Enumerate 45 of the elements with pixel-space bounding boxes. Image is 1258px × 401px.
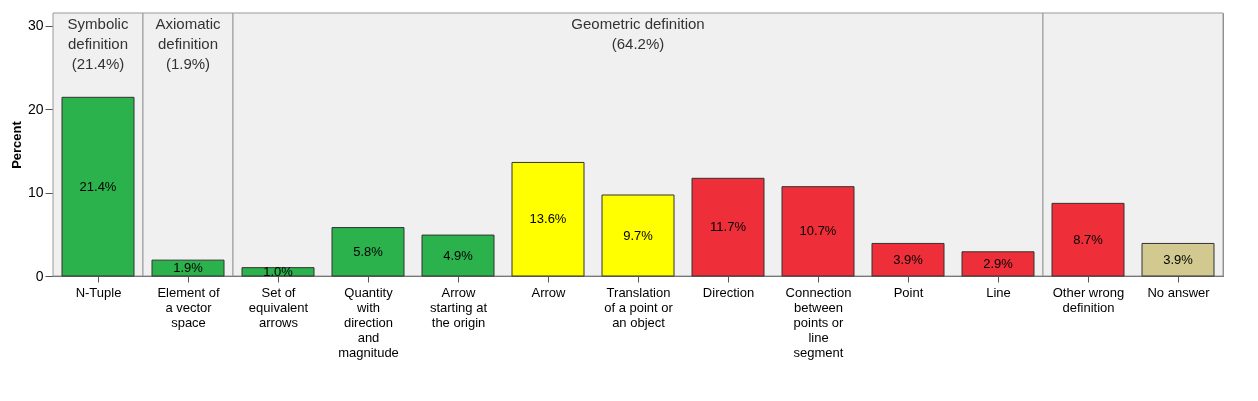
- bar: [421, 234, 495, 277]
- x-tick-label: Other wrong definition: [1052, 284, 1125, 315]
- data-label: 3.9%: [1163, 251, 1194, 267]
- bar: [511, 161, 585, 277]
- y-tick-label: 10: [27, 184, 44, 201]
- y-tick-label: 30: [27, 17, 44, 34]
- x-tick-label: Translation of a point or an object: [604, 284, 674, 330]
- x-tick-label: N-Tuple: [75, 284, 122, 300]
- data-label: 3.9%: [893, 251, 924, 267]
- x-tick-label: Point: [893, 284, 924, 300]
- data-label: 5.8%: [353, 243, 384, 259]
- data-label: 2.9%: [983, 255, 1014, 271]
- bar: [151, 259, 225, 277]
- x-tick-label: Element of a vector space: [157, 284, 220, 330]
- data-label: 13.6%: [529, 211, 567, 227]
- bar: [781, 186, 855, 277]
- bar: [1051, 202, 1125, 277]
- y-tick-label: 20: [27, 100, 44, 117]
- bar: [871, 242, 945, 277]
- x-tick-label: Arrow: [531, 284, 567, 300]
- data-label: 8.7%: [1073, 231, 1104, 247]
- data-label: 4.9%: [443, 247, 474, 263]
- data-label: 1.0%: [263, 263, 294, 279]
- data-label: 10.7%: [799, 223, 837, 239]
- x-tick-label: No answer: [1147, 284, 1211, 300]
- y-axis-title: Percent: [8, 120, 24, 169]
- x-tick-label: Arrow starting at the origin: [429, 284, 488, 330]
- bar: [601, 194, 675, 277]
- data-label: 9.7%: [623, 227, 654, 243]
- x-tick-label: Direction: [702, 284, 755, 300]
- band-label: Axiomatic definition (1.9%): [155, 15, 221, 72]
- x-tick-label: Set of equivalent arrows: [248, 284, 309, 330]
- data-label: 21.4%: [79, 178, 117, 194]
- bar: [1141, 242, 1215, 277]
- data-label: 1.9%: [173, 260, 204, 276]
- bar: [331, 227, 405, 277]
- band-label: Geometric definition (64.2%): [571, 15, 705, 52]
- x-tick-label: Line: [986, 284, 1011, 300]
- y-tick-label: 0: [35, 267, 44, 284]
- data-label: 11.7%: [710, 219, 747, 235]
- x-tick-label: Quantity with direction and magnitude: [338, 284, 399, 360]
- x-tick-label: Connection between points or line segment: [785, 284, 852, 360]
- bar: [691, 177, 765, 277]
- band-label: Symbolic definition (21.4%): [67, 15, 129, 72]
- bar: [961, 251, 1035, 277]
